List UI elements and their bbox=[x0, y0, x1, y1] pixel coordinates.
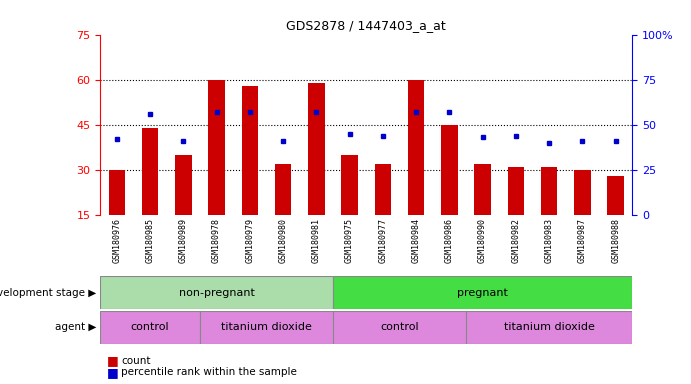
Text: GSM180987: GSM180987 bbox=[578, 218, 587, 263]
Bar bbox=[408, 80, 424, 215]
Text: count: count bbox=[121, 356, 151, 366]
Text: agent ▶: agent ▶ bbox=[55, 322, 97, 333]
Text: control: control bbox=[380, 322, 419, 333]
Bar bbox=[200, 311, 333, 344]
Text: control: control bbox=[131, 322, 169, 333]
Text: GSM180976: GSM180976 bbox=[113, 218, 122, 263]
Text: pregnant: pregnant bbox=[457, 288, 508, 298]
Bar bbox=[142, 128, 158, 215]
Bar bbox=[375, 164, 391, 215]
Text: ■: ■ bbox=[107, 366, 119, 379]
Text: ■: ■ bbox=[107, 354, 119, 367]
Bar bbox=[100, 276, 333, 309]
Text: titanium dioxide: titanium dioxide bbox=[221, 322, 312, 333]
Text: percentile rank within the sample: percentile rank within the sample bbox=[121, 367, 297, 377]
Bar bbox=[341, 155, 358, 215]
Text: GSM180979: GSM180979 bbox=[245, 218, 254, 263]
Text: GSM180988: GSM180988 bbox=[611, 218, 620, 263]
Text: GSM180978: GSM180978 bbox=[212, 218, 221, 263]
Bar bbox=[175, 155, 191, 215]
Bar bbox=[441, 125, 457, 215]
Bar bbox=[474, 164, 491, 215]
Text: GSM180982: GSM180982 bbox=[511, 218, 520, 263]
Bar bbox=[574, 170, 591, 215]
Text: GSM180985: GSM180985 bbox=[146, 218, 155, 263]
Text: GSM180986: GSM180986 bbox=[445, 218, 454, 263]
Text: GSM180983: GSM180983 bbox=[545, 218, 553, 263]
Bar bbox=[508, 167, 524, 215]
Text: GSM180990: GSM180990 bbox=[478, 218, 487, 263]
Bar bbox=[466, 311, 632, 344]
Bar bbox=[242, 86, 258, 215]
Text: GSM180989: GSM180989 bbox=[179, 218, 188, 263]
Title: GDS2878 / 1447403_a_at: GDS2878 / 1447403_a_at bbox=[286, 19, 446, 32]
Bar bbox=[208, 80, 225, 215]
Text: GSM180975: GSM180975 bbox=[345, 218, 354, 263]
Bar bbox=[607, 176, 624, 215]
Bar bbox=[541, 167, 558, 215]
Bar bbox=[308, 83, 325, 215]
Bar bbox=[100, 311, 200, 344]
Bar bbox=[333, 311, 466, 344]
Text: GSM180980: GSM180980 bbox=[278, 218, 287, 263]
Bar bbox=[108, 170, 125, 215]
Text: GSM180981: GSM180981 bbox=[312, 218, 321, 263]
Text: development stage ▶: development stage ▶ bbox=[0, 288, 97, 298]
Text: GSM180984: GSM180984 bbox=[412, 218, 421, 263]
Text: GSM180977: GSM180977 bbox=[379, 218, 388, 263]
Bar bbox=[333, 276, 632, 309]
Text: non-pregnant: non-pregnant bbox=[179, 288, 254, 298]
Text: titanium dioxide: titanium dioxide bbox=[504, 322, 594, 333]
Bar bbox=[275, 164, 292, 215]
